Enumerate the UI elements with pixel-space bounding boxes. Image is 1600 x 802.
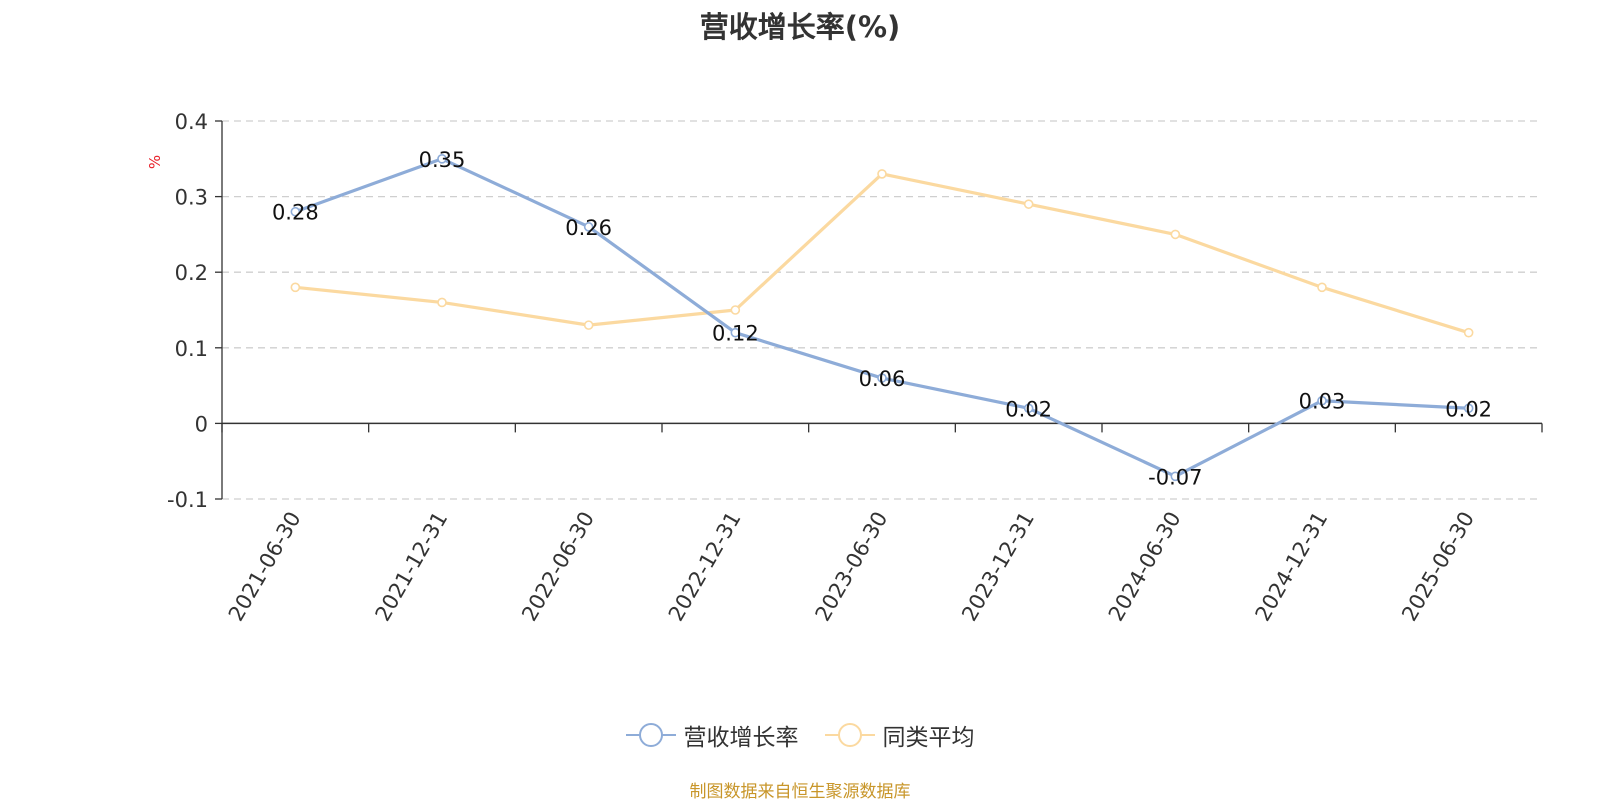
y-tick-label: 0.4 xyxy=(175,110,208,134)
data-label: 0.03 xyxy=(1299,390,1346,414)
data-label: 0.26 xyxy=(565,216,612,240)
data-point[interactable] xyxy=(583,320,594,330)
data-point[interactable] xyxy=(1317,282,1327,293)
data-label: 0.02 xyxy=(1445,397,1492,421)
series-lines xyxy=(290,154,1474,482)
y-tick-label: 0.1 xyxy=(175,337,208,361)
grid-lines xyxy=(222,120,1542,500)
data-point[interactable] xyxy=(877,169,887,179)
x-tick-label: 2022-12-31 xyxy=(664,508,746,626)
y-tick-label: 0.3 xyxy=(175,186,208,210)
y-axis-label: % xyxy=(146,155,164,169)
x-tick-label: 2024-06-30 xyxy=(1104,508,1186,626)
data-point[interactable] xyxy=(877,373,887,383)
legend-item-series-1[interactable]: 营收增长率 xyxy=(625,718,799,752)
data-point[interactable] xyxy=(1023,403,1034,414)
y-tick-label: 0 xyxy=(195,412,208,436)
data-point[interactable] xyxy=(1023,199,1034,209)
y-tick-label: 0.2 xyxy=(175,261,208,285)
legend-label: 同类平均 xyxy=(882,725,975,751)
data-point[interactable] xyxy=(290,206,301,217)
data-labels: 0.28 0.35 0.26 0.12 0.06 0.02 -0.07 0.03 0.02 xyxy=(272,148,1492,490)
data-point[interactable] xyxy=(1170,471,1181,482)
legend-line-circle-icon xyxy=(824,723,875,747)
series-line xyxy=(294,157,1469,478)
data-label: 0.02 xyxy=(1005,397,1052,421)
data-point[interactable] xyxy=(437,154,447,164)
data-point[interactable] xyxy=(1463,327,1474,338)
data-label: 0.12 xyxy=(712,322,759,346)
legend-item-series-2[interactable]: 同类平均 xyxy=(824,718,975,752)
data-point[interactable] xyxy=(290,282,301,293)
axes: -0.1 0 0.1 0.2 0.3 0.4 2021-06-30 2021-12-31 202… xyxy=(167,110,1543,626)
chart-title: 营收增长率(%) xyxy=(699,10,901,44)
data-label: 0.35 xyxy=(419,148,466,172)
data-label: 0.28 xyxy=(272,201,319,225)
x-tick-label: 2023-12-31 xyxy=(957,508,1039,626)
x-tick-label: 2022-06-30 xyxy=(517,508,599,626)
x-tick-label: 2024-12-31 xyxy=(1251,508,1333,626)
data-label: -0.07 xyxy=(1148,465,1202,489)
data-point[interactable] xyxy=(1170,229,1181,240)
data-point[interactable] xyxy=(583,222,594,232)
x-tick-label: 2023-06-30 xyxy=(811,508,893,626)
series-line xyxy=(295,172,1470,335)
data-point[interactable] xyxy=(730,327,741,338)
x-tick-label: 2021-06-30 xyxy=(224,508,306,626)
x-tick-label: 2021-12-31 xyxy=(371,508,453,626)
source-note: 制图数据来自恒生聚源数据库 xyxy=(689,782,911,802)
data-label: 0.06 xyxy=(859,367,906,391)
x-tick-label: 2025-06-30 xyxy=(1397,508,1479,626)
legend-label: 营收增长率 xyxy=(683,725,799,751)
legend-line-circle-icon xyxy=(625,723,676,747)
data-point[interactable] xyxy=(730,305,741,315)
legend: 营收增长率 同类平均 xyxy=(0,718,1600,752)
y-tick-label: -0.1 xyxy=(167,488,208,512)
data-point[interactable] xyxy=(1317,395,1327,406)
data-point[interactable] xyxy=(1463,403,1474,414)
data-point[interactable] xyxy=(437,297,447,308)
